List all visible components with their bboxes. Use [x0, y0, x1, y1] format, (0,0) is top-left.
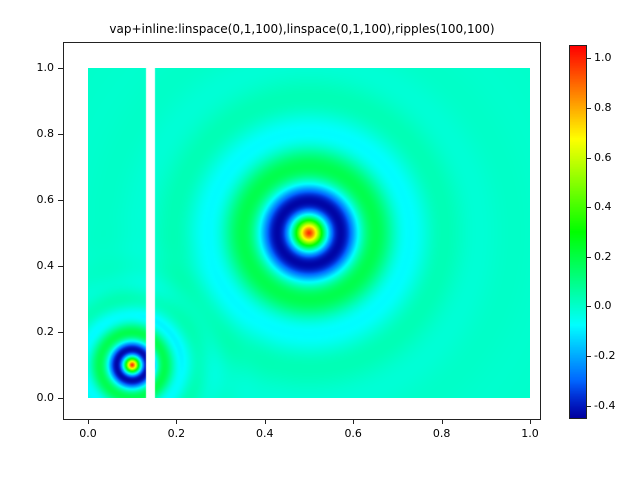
colorbar-tick-mark	[587, 207, 591, 209]
x-tick-mark	[530, 420, 531, 424]
x-tick-mark	[353, 420, 355, 424]
colorbar-tick-mark	[587, 306, 591, 308]
chart-title: vap+inline:linspace(0,1,100),linspace(0,…	[109, 22, 495, 36]
x-tick-label: 0.0	[79, 427, 97, 440]
y-tick-label: 0.8	[36, 127, 55, 140]
y-tick-mark	[58, 200, 63, 201]
y-tick-label: 0.0	[36, 391, 55, 404]
colorbar-canvas	[570, 46, 586, 418]
colorbar-tick-mark	[587, 356, 591, 357]
y-tick-label: 0.6	[36, 193, 55, 206]
x-tick-label: 0.6	[344, 427, 362, 440]
colorbar-tick-label: 0.0	[594, 299, 612, 313]
colorbar	[569, 45, 587, 419]
x-tick-mark	[264, 420, 266, 424]
x-tick-label: 1.0	[521, 427, 539, 440]
heatmap-canvas	[88, 68, 530, 398]
y-tick-mark	[58, 266, 63, 267]
colorbar-tick-mark	[587, 157, 591, 159]
colorbar-tick-mark	[587, 108, 591, 109]
x-tick-label: 0.8	[432, 427, 451, 440]
y-tick-mark	[58, 68, 63, 69]
x-tick-mark	[88, 420, 89, 424]
x-tick-mark	[441, 420, 443, 424]
y-tick-mark	[58, 134, 63, 135]
x-tick-label: 0.4	[256, 427, 274, 440]
colorbar-tick-label: 0.4	[594, 200, 612, 214]
colorbar-tick-label: 0.8	[594, 101, 612, 114]
y-tick-mark	[58, 398, 63, 399]
x-tick-mark	[176, 420, 178, 424]
colorbar-tick-mark	[587, 256, 591, 258]
x-tick-label: 0.2	[167, 427, 186, 440]
colorbar-tick-mark	[587, 58, 591, 60]
colorbar-tick-label: -0.4	[594, 398, 616, 412]
colorbar-tick-mark	[587, 405, 591, 407]
y-tick-mark	[58, 332, 63, 333]
y-tick-label: 1.0	[36, 61, 55, 74]
y-tick-label: 0.4	[36, 259, 55, 272]
colorbar-tick-label: 1.0	[594, 51, 612, 65]
y-tick-label: 0.2	[36, 325, 55, 338]
plot-area	[63, 42, 541, 420]
colorbar-tick-label: -0.2	[594, 349, 616, 362]
colorbar-tick-label: 0.6	[594, 150, 612, 164]
colorbar-tick-label: 0.2	[594, 249, 612, 263]
